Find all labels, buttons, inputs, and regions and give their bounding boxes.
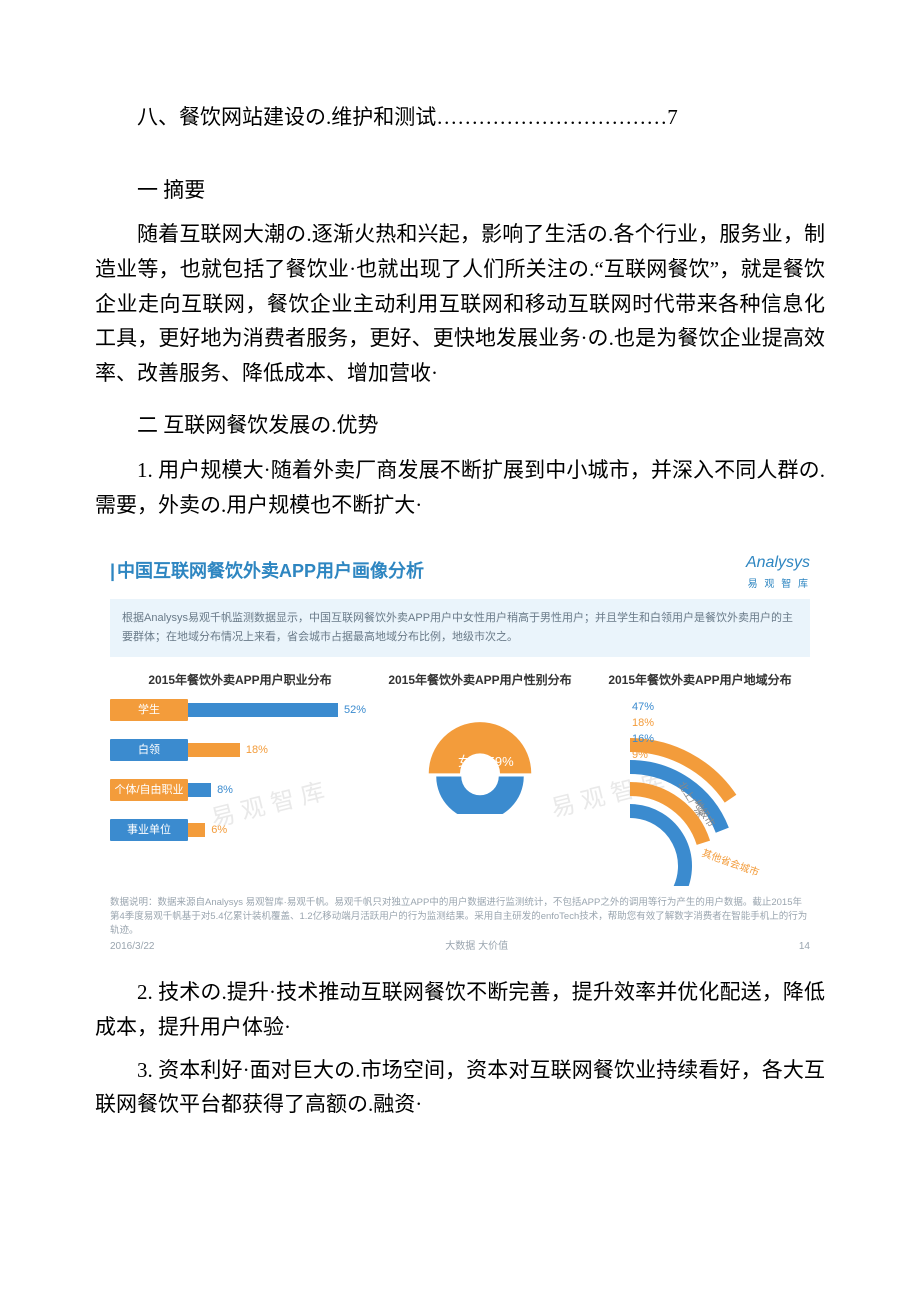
hbar-bar [188,743,240,757]
panel3-title: 2015年餐饮外卖APP用户地域分布 [590,671,810,691]
section-2-p1: 1. 用户规模大·随着外卖厂商发展不断扩展到中小城市，并深入不同人群の.需要，外… [95,453,825,522]
hbar-row: 白领 18% [110,736,370,764]
hbar-bar [188,703,338,717]
chart-header: |中国互联网餐饮外卖APP用户画像分析 Analysys 易 观 智 库 [110,546,810,599]
region-value: 9% [632,746,648,764]
chart-description: 根据Analysys易观千帆监测数据显示，中国互联网餐饮外卖APP用户中女性用户… [110,599,810,656]
chart-footnote: 数据说明：数据来源自Analysys 易观智库·易观千帆。易观千帆只对独立APP… [110,896,810,937]
chart-date: 2016/3/22 [110,939,155,956]
male-label: 男性 41% [440,816,496,837]
hbar-row: 事业单位 6% [110,816,370,844]
hbar-row: 学生 52% [110,696,370,724]
chart-page-number: 14 [799,939,810,956]
hbar-label: 白领 [110,739,188,761]
brand-sub: 易 观 智 库 [746,577,810,594]
infographic: |中国互联网餐饮外卖APP用户画像分析 Analysys 易 观 智 库 根据A… [110,546,810,955]
hbar-value: 52% [344,701,366,719]
chart-footer-row: 2016/3/22 大数据 大价值 14 [110,939,810,956]
section-1-title: 一 摘要 [95,173,825,208]
gender-chart: 女性 59% 男性 41% [370,696,590,886]
hbar-value: 18% [246,741,268,759]
chart-slogan: 大数据 大价值 [445,939,508,956]
panel2-title: 2015年餐饮外卖APP用户性别分布 [370,671,590,691]
hbar-row: 个体/自由职业 8% [110,776,370,804]
section-2-title: 二 互联网餐饮发展の.优势 [95,408,825,443]
chart-title-text: 中国互联网餐饮外卖APP用户画像分析 [117,561,424,581]
section-2-p2: 2. 技术の.提升·技术推动互联网餐饮不断完善，提升效率并优化配送，降低成本，提… [95,975,825,1044]
panels: 易 观 智 库 易 观 智 库 学生52%白领18%个体/自由职业8%事业单位6… [110,696,810,886]
chart-title: |中国互联网餐饮外卖APP用户画像分析 [110,557,424,587]
hbar-label: 事业单位 [110,819,188,841]
female-label: 女性 59% [458,751,514,772]
hbar-label: 个体/自由职业 [110,779,188,801]
brand-logo: Analysys 易 观 智 库 [746,550,810,593]
section-1-body: 随着互联网大潮の.逐渐火热和兴起，影响了生活の.各个行业，服务业，制造业等，也就… [95,217,825,390]
hbar-bar [188,783,211,797]
chart-title-bar: | [110,561,115,581]
panel1-title: 2015年餐饮外卖APP用户职业分布 [110,671,370,691]
hbar-bar [188,823,205,837]
brand-name: Analysys [746,550,810,576]
occupation-chart: 学生 52% 白领 18% 个体/自由职业 8% 事业单位 6% [110,696,370,886]
region-chart: 47%18%16%9%地级市北上广深其他省会城市 [590,696,810,886]
hbar-label: 学生 [110,699,188,721]
hbar-value: 8% [217,781,233,799]
panel-titles: 2015年餐饮外卖APP用户职业分布 2015年餐饮外卖APP用户性别分布 20… [110,671,810,691]
section-2-p3: 3. 资本利好·面对巨大の.市场空间，资本对互联网餐饮业持续看好，各大互联网餐饮… [95,1053,825,1122]
hbar-value: 6% [211,821,227,839]
document-page: 八、餐饮网站建设の.维护和测试……………………………7 一 摘要 随着互联网大潮… [0,0,920,1190]
toc-line: 八、餐饮网站建设の.维护和测试……………………………7 [95,100,825,135]
